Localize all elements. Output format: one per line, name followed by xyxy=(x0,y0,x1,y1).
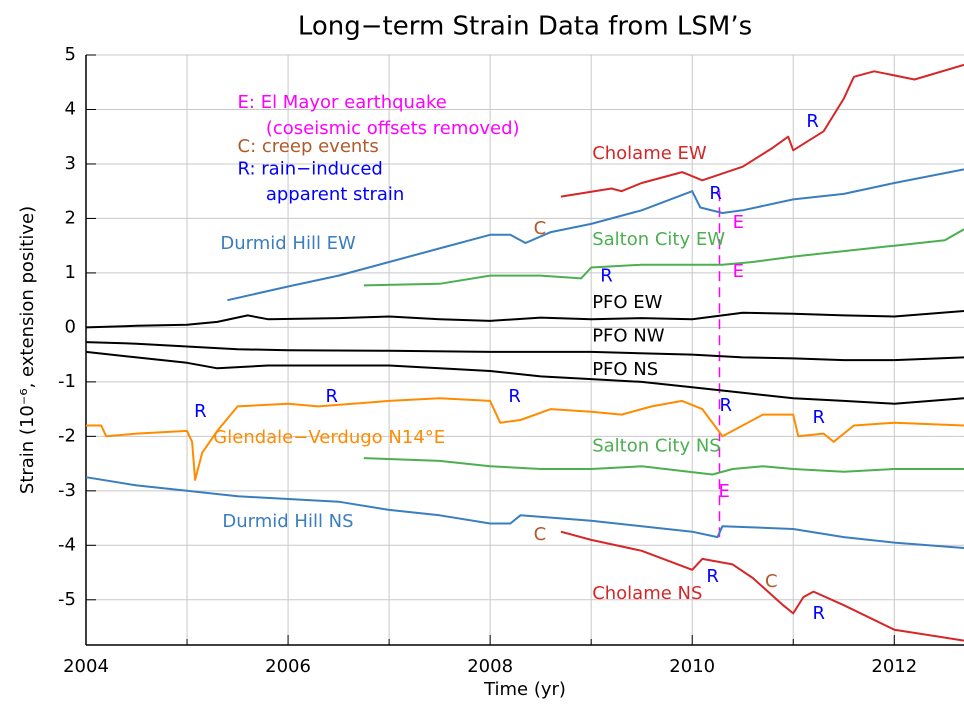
annotation: R xyxy=(194,401,207,422)
x-axis-label: Time (yr) xyxy=(483,679,566,700)
series-label: Glendale−Verdugo N14°E xyxy=(213,427,445,448)
series-line xyxy=(363,457,964,476)
annotation: R xyxy=(706,566,719,587)
annotation: R xyxy=(600,266,613,287)
annotation: apparent strain xyxy=(266,184,404,205)
series-line xyxy=(85,341,964,362)
series-line xyxy=(227,168,964,302)
annotation: E xyxy=(733,261,744,282)
annotation: E xyxy=(733,212,744,233)
series-line xyxy=(85,476,964,549)
y-tick-label: 1 xyxy=(65,262,76,283)
y-tick-label: -5 xyxy=(58,589,76,610)
series-label: Cholame EW xyxy=(592,143,707,164)
x-tick-label: 2010 xyxy=(669,656,715,677)
y-tick-label: -3 xyxy=(58,480,76,501)
chart-title: Long−term Strain Data from LSM’s xyxy=(298,12,752,42)
y-tick-label: -1 xyxy=(58,371,76,392)
x-tick-label: 2008 xyxy=(467,656,513,677)
annotation: C xyxy=(534,218,547,239)
series-line xyxy=(85,310,964,329)
annotation: R xyxy=(709,183,722,204)
series-line xyxy=(85,350,964,405)
annotation: E: El Mayor earthquake xyxy=(238,92,447,113)
series-line xyxy=(86,397,964,481)
annotation: E xyxy=(718,481,729,502)
annotation: (coseismic offsets removed) xyxy=(266,118,520,139)
series-line xyxy=(363,228,964,287)
series-label: Durmid Hill NS xyxy=(222,511,353,532)
series-label: Durmid Hill EW xyxy=(220,233,356,254)
y-axis-label: Strain (10⁻⁶, extension positive) xyxy=(17,206,38,494)
annotation: R xyxy=(812,407,825,428)
series-label: PFO NS xyxy=(592,359,658,380)
annotation: R xyxy=(325,386,338,407)
annotation: R xyxy=(812,603,825,624)
annotation: R xyxy=(508,386,521,407)
annotation: C xyxy=(765,571,778,592)
series-label: Salton City NS xyxy=(592,436,721,457)
series-label: PFO EW xyxy=(592,292,662,313)
series-label: Cholame NS xyxy=(592,583,702,604)
series-label: PFO NW xyxy=(592,326,665,347)
y-tick-label: 4 xyxy=(65,98,76,119)
x-tick-label: 2004 xyxy=(63,656,109,677)
series-line xyxy=(560,530,964,642)
x-tick-label: 2012 xyxy=(871,656,917,677)
y-tick-label: -2 xyxy=(58,425,76,446)
y-tick-label: -4 xyxy=(58,534,76,555)
series-label: Salton City EW xyxy=(592,229,725,250)
annotation: R xyxy=(806,111,819,132)
annotation: C: creep events xyxy=(238,136,379,157)
x-tick-label: 2006 xyxy=(265,656,311,677)
y-tick-label: 0 xyxy=(65,316,76,337)
y-tick-label: 3 xyxy=(65,153,76,174)
y-tick-label: 5 xyxy=(65,44,76,65)
series-line xyxy=(560,63,964,198)
annotation: R: rain−induced xyxy=(238,158,383,179)
annotation: R xyxy=(719,395,732,416)
annotation: C xyxy=(534,524,547,545)
y-tick-label: 2 xyxy=(65,207,76,228)
